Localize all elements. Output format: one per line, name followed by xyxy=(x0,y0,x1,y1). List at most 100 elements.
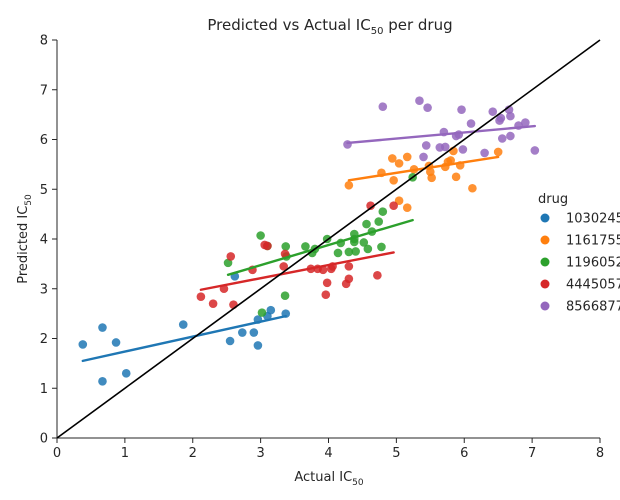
data-point xyxy=(226,252,236,261)
x-axis-title: Actual IC50 xyxy=(294,470,364,488)
data-point xyxy=(111,338,121,347)
legend-entry: 44450571 xyxy=(566,278,620,293)
data-point xyxy=(344,262,354,271)
data-point xyxy=(263,241,272,251)
legend-entry: 85668777 xyxy=(566,300,620,315)
legend-marker xyxy=(540,279,550,289)
data-point xyxy=(321,290,331,300)
y-tick-label: 1 xyxy=(40,382,48,397)
data-point xyxy=(427,173,436,183)
data-point xyxy=(419,152,428,162)
data-point xyxy=(266,305,276,315)
data-point xyxy=(301,242,310,251)
data-point xyxy=(374,217,384,226)
data-point xyxy=(196,292,206,302)
x-tick-label: 0 xyxy=(53,446,61,461)
x-tick-label: 1 xyxy=(121,446,129,461)
data-point xyxy=(488,107,498,116)
x-axis-ticks: 0 1 2 3 4 5 6 7 8 xyxy=(53,438,604,461)
y-axis-ticks: 0 1 2 3 4 5 6 7 8 xyxy=(40,34,57,447)
data-point xyxy=(446,156,455,165)
data-point xyxy=(458,145,468,154)
x-tick-label: 7 xyxy=(528,446,536,461)
data-point xyxy=(506,131,515,141)
data-point xyxy=(333,248,343,258)
data-point xyxy=(521,118,530,127)
data-point xyxy=(373,271,382,280)
data-point xyxy=(225,336,235,346)
x-tick-label: 2 xyxy=(189,446,197,461)
data-point xyxy=(506,111,515,121)
data-point xyxy=(451,172,461,182)
data-point xyxy=(457,105,466,114)
data-point xyxy=(178,320,188,329)
x-tick-label: 6 xyxy=(460,446,468,461)
data-point xyxy=(256,231,265,240)
x-tick-label: 3 xyxy=(256,446,264,461)
data-point xyxy=(388,154,397,163)
data-point xyxy=(480,148,489,158)
y-tick-label: 2 xyxy=(40,332,48,347)
data-point xyxy=(257,308,267,317)
fit-lines xyxy=(81,124,537,363)
data-point xyxy=(378,207,388,216)
data-point xyxy=(389,175,398,185)
data-point xyxy=(280,291,290,301)
data-point xyxy=(389,201,398,210)
data-point xyxy=(366,201,375,210)
fit-line xyxy=(81,314,287,363)
data-point xyxy=(466,119,476,128)
data-point xyxy=(237,328,247,337)
data-point xyxy=(344,274,354,284)
data-point xyxy=(98,323,107,332)
y-tick-label: 5 xyxy=(40,183,48,198)
x-tick-label: 5 xyxy=(392,446,400,461)
plot-area: 0 1 2 3 4 5 6 7 8 0 1 2 3 4 5 6 7 8 xyxy=(40,34,604,462)
fit-line xyxy=(226,218,414,277)
data-point xyxy=(402,203,412,212)
identity-line xyxy=(56,39,601,439)
legend-entry: 11960529 xyxy=(566,256,620,271)
data-point xyxy=(223,258,233,268)
data-point xyxy=(415,96,424,105)
data-point xyxy=(351,247,360,256)
y-tick-label: 3 xyxy=(40,282,48,297)
data-point xyxy=(377,242,386,252)
x-tick-label: 8 xyxy=(596,446,604,461)
data-point xyxy=(362,219,371,229)
fit-line xyxy=(346,124,537,145)
legend-marker xyxy=(540,213,550,223)
data-point xyxy=(497,134,507,143)
data-point xyxy=(394,159,404,168)
legend-marker xyxy=(540,257,550,267)
data-point xyxy=(496,113,506,123)
data-point xyxy=(344,247,354,257)
data-point xyxy=(279,262,289,271)
data-point xyxy=(359,238,369,247)
data-point xyxy=(394,196,404,205)
y-tick-label: 0 xyxy=(40,432,48,447)
data-point xyxy=(281,242,291,251)
legend-entry: 11617559 xyxy=(566,234,620,249)
legend-marker xyxy=(540,235,550,245)
y-tick-label: 4 xyxy=(40,233,48,248)
y-tick-label: 7 xyxy=(40,83,48,98)
legend-marker xyxy=(540,301,550,311)
data-point xyxy=(530,146,540,155)
data-point xyxy=(423,103,432,112)
data-point xyxy=(421,141,431,150)
data-point xyxy=(402,152,412,162)
data-point xyxy=(121,369,131,378)
data-point xyxy=(440,142,450,152)
data-point xyxy=(378,102,388,111)
data-point xyxy=(78,340,88,349)
data-point xyxy=(322,278,332,288)
data-points xyxy=(78,96,540,386)
data-point xyxy=(349,237,359,247)
y-axis-title: Predicted IC50 xyxy=(16,194,34,284)
chart-title: Predicted vs Actual IC50 per drug xyxy=(207,16,452,37)
data-point xyxy=(468,183,477,193)
